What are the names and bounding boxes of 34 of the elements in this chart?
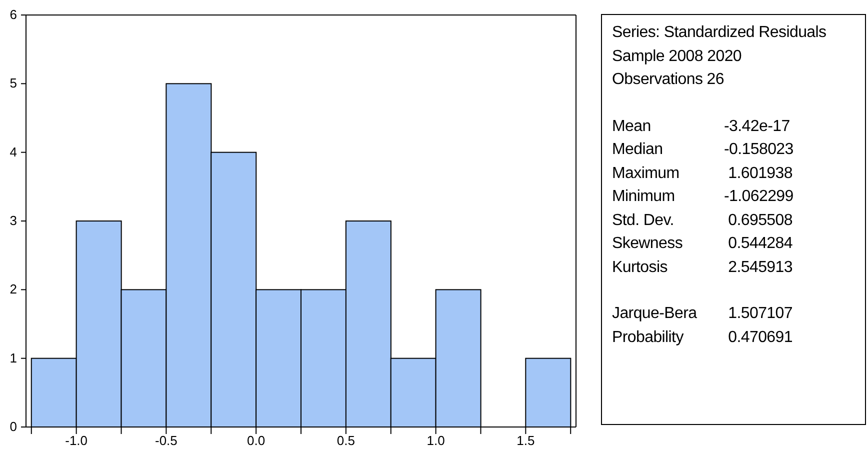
text: Sample 2008 2020 [612, 46, 743, 66]
text: Kurtosis [612, 258, 668, 278]
text: 1.507107 [727, 304, 792, 324]
text: Minimum [612, 187, 676, 207]
text: 0.695508 [727, 210, 792, 230]
x-tick-label: -0.5 [154, 433, 178, 448]
y-tick-label: 4 [10, 144, 17, 160]
text: Median [612, 140, 664, 160]
text: -3.42e-17 [724, 116, 790, 136]
text: 0.544284 [727, 234, 792, 254]
text: Maximum [612, 164, 680, 184]
text: Skewness [612, 234, 684, 254]
text: 2.545913 [727, 258, 792, 278]
x-tick-label: 0.5 [336, 433, 355, 448]
text: Jarque-Bera [612, 304, 698, 324]
text: Probability [612, 328, 685, 348]
y-tick-label: 0 [10, 419, 17, 434]
y-tick-label: 3 [10, 213, 17, 228]
x-tick-label: 1.5 [516, 433, 535, 448]
text: 1.601938 [727, 164, 792, 184]
text: Std. Dev. [612, 210, 675, 230]
y-tick-label: 1 [10, 350, 17, 366]
text: Mean [612, 116, 652, 136]
text: -0.158023 [724, 140, 794, 160]
x-tick-label: 1.0 [426, 433, 445, 448]
text: Series: Standardized Residuals [612, 23, 828, 43]
text: Observations 26 [612, 70, 726, 90]
y-tick-label: 2 [10, 282, 17, 297]
text: -1.062299 [724, 187, 794, 207]
y-tick-label: 5 [10, 76, 17, 91]
x-tick-label: 0.0 [247, 433, 266, 448]
x-tick-label: -1.0 [65, 433, 88, 448]
y-tick-label: 6 [10, 7, 17, 22]
text: 0.470691 [727, 328, 792, 348]
